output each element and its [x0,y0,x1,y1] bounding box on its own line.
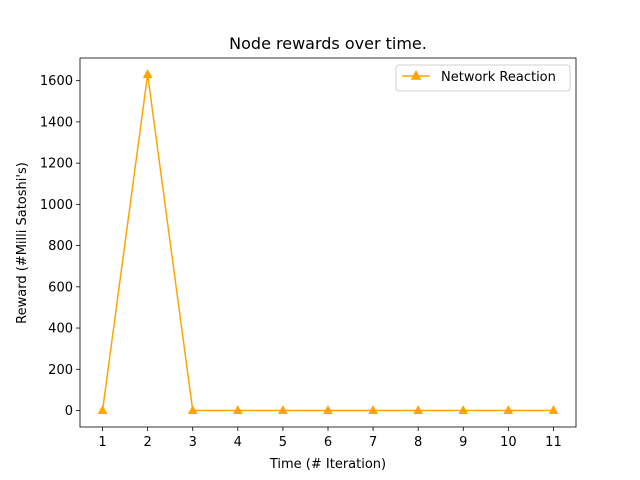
y-tick-label: 1600 [40,74,73,89]
data-point-marker [323,404,333,415]
legend-frame [395,64,571,92]
y-tick-label: 1400 [40,115,73,130]
data-point-marker [503,404,514,415]
series-line-network-reaction [101,73,554,412]
plot-area: 1 2 3 4 5 6 7 8 9 10 11 0 200 400 600 800 1000 1200 1400 16… [40,57,577,450]
data-point-marker [97,404,108,415]
x-tick-label: 2 [143,435,151,450]
data-point-marker [368,404,379,415]
y-axis-label: Reward (#Milli Satoshi's) [15,162,30,324]
y-tick-label: 600 [48,280,73,295]
data-point-marker [277,404,288,415]
x-tick-label: 3 [189,435,197,450]
data-point-marker [458,404,469,415]
x-tick-label: 11 [545,435,562,450]
data-point-marker [232,404,243,415]
data-point-marker [187,404,198,415]
x-tick-label: 10 [500,435,517,450]
y-tick-label: 400 [48,322,73,337]
x-tick-label: 7 [369,435,377,450]
legend-triangle-marker-icon [410,69,422,80]
x-tick-label: 8 [414,435,422,450]
data-point-marker [548,404,559,415]
y-tick-label: 1200 [40,157,73,172]
axes-frame [79,57,577,428]
x-tick-label: 1 [98,435,106,450]
chart-title: Node rewards over time. [229,34,427,53]
legend: Network Reaction [395,64,571,92]
y-tick-label: 0 [65,404,73,419]
legend-entry-label: Network Reaction [441,70,556,85]
x-tick-label: 6 [324,435,332,450]
y-tick-label: 800 [48,239,73,254]
y-tick-label: 1000 [40,198,73,213]
y-tick-label: 200 [48,363,73,378]
x-tick-label: 5 [279,435,287,450]
data-point-marker [413,404,424,415]
x-axis-label: Time (# Iteration) [269,457,386,472]
x-tick-label: 4 [234,435,242,450]
x-tick-label: 9 [459,435,467,450]
data-point-marker [142,68,153,78]
